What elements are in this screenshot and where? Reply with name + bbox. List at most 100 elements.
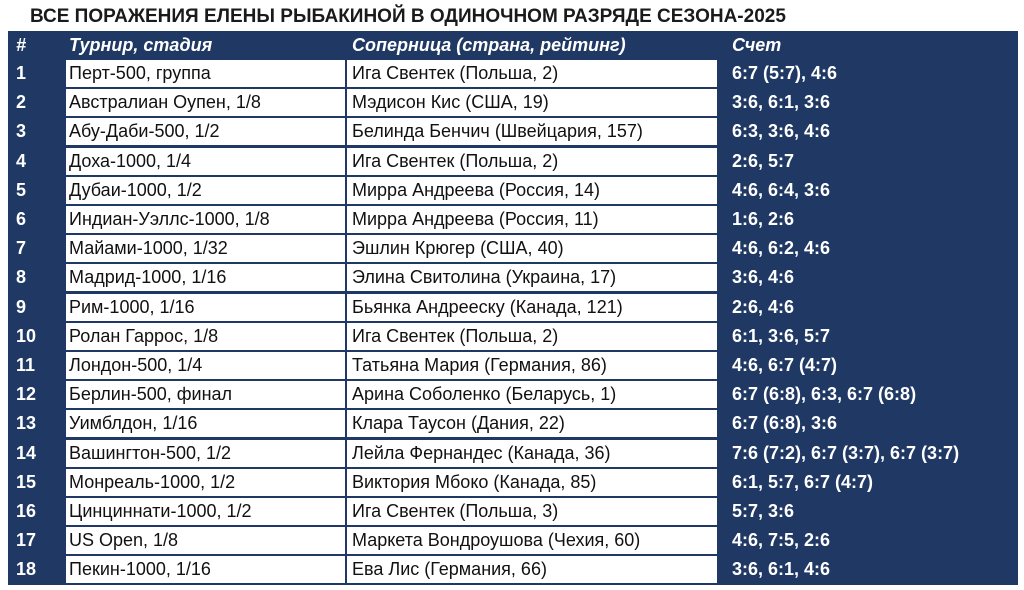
column-divider — [345, 60, 347, 87]
row-tournament: Дубаи-1000, 1/2 — [69, 179, 202, 200]
row-score: 5:7, 3:6 — [732, 501, 795, 521]
row-background — [66, 176, 717, 204]
row-background — [66, 410, 717, 438]
row-tournament: Майами-1000, 1/32 — [69, 238, 228, 259]
row-background — [66, 206, 717, 233]
table-row: 8 Мадрид-1000, 1/16 Элина Свитолина (Украи… — [8, 263, 1018, 292]
row-background — [66, 322, 717, 350]
row-opponent: Ига Свентек (Польша, 2) — [352, 325, 559, 346]
row-tournament: Перт-500, группа — [69, 63, 211, 83]
row-number: 10 — [16, 325, 37, 346]
table-row: 6 Индиан-Уэллс-1000, 1/8 Мирра Андреева (Р… — [8, 205, 1018, 234]
row-tournament: Вашингтон-500, 1/2 — [69, 442, 232, 463]
row-number: 3 — [16, 121, 27, 142]
table-row: 11 Лондон-500, 1/4 Татьяна Мария (Германия… — [8, 351, 1018, 380]
row-number: 11 — [16, 355, 36, 375]
header-tournament: Турнир, стадия — [69, 35, 213, 55]
row-background — [66, 89, 717, 117]
column-divider — [345, 322, 347, 350]
row-background — [66, 118, 717, 146]
row-score: 6:3, 3:6, 4:6 — [732, 121, 831, 142]
row-background — [66, 468, 717, 496]
row-opponent: Белинда Бенчич (Швейцария, 157) — [352, 121, 643, 142]
row-score: 3:6, 4:6 — [732, 267, 795, 288]
row-background — [66, 556, 717, 584]
row-number: 18 — [16, 559, 37, 580]
row-score: 6:7 (5:7), 4:6 — [732, 63, 838, 83]
row-background — [66, 60, 717, 87]
header-score: Счет — [732, 35, 782, 55]
row-number: 8 — [16, 267, 27, 288]
row-number: 13 — [16, 413, 37, 434]
row-score: 6:1, 3:6, 5:7 — [732, 325, 831, 346]
row-tournament: Монреаль-1000, 1/2 — [69, 471, 236, 492]
column-divider — [345, 176, 347, 204]
row-score: 1:6, 2:6 — [732, 209, 795, 229]
row-opponent: Лейла Фернандес (Канада, 36) — [352, 442, 611, 463]
table-row: 15 Монреаль-1000, 1/2 Виктория Мбоко (Кана… — [8, 468, 1018, 497]
column-divider — [345, 89, 347, 117]
row-score: 4:6, 6:4, 3:6 — [732, 179, 831, 200]
column-divider — [345, 235, 347, 263]
table-row: 13 Уимблдон, 1/16 Клара Таусон (Дания, 22)… — [8, 409, 1018, 438]
table-row: 7 Майами-1000, 1/32 Эшлин Крюгер (США, 40)… — [8, 234, 1018, 263]
row-number: 16 — [16, 501, 37, 521]
row-tournament: Уимблдон, 1/16 — [69, 413, 198, 434]
row-opponent: Элина Свитолина (Украина, 17) — [352, 267, 617, 288]
row-opponent: Эшлин Крюгер (США, 40) — [352, 238, 564, 259]
row-number: 4 — [16, 150, 27, 171]
row-score: 4:6, 7:5, 2:6 — [732, 530, 831, 551]
row-background — [66, 264, 717, 292]
row-background — [66, 147, 717, 175]
column-divider — [345, 468, 347, 496]
row-score: 3:6, 6:1, 4:6 — [732, 559, 831, 580]
row-number: 9 — [16, 296, 27, 317]
table-row: 2 Австралиан Оупен, 1/8 Мэдисон Кис (США, … — [8, 88, 1018, 117]
page-title: ВСЕ ПОРАЖЕНИЯ ЕЛЕНЫ РЫБАКИНОЙ В ОДИНОЧНО… — [30, 6, 786, 27]
table-header: # Турнир, стадия Соперница (страна, рейт… — [8, 31, 1018, 59]
table-row: 4 Доха-1000, 1/4 Ига Свентек (Польша, 2) 2:… — [8, 147, 1018, 176]
row-tournament: Берлин-500, финал — [69, 384, 233, 405]
row-number: 7 — [16, 238, 27, 259]
row-number: 14 — [16, 442, 37, 463]
column-divider — [345, 556, 347, 584]
row-score: 2:6, 4:6 — [732, 296, 795, 317]
row-background — [66, 293, 717, 321]
column-divider — [345, 439, 347, 467]
row-tournament: Индиан-Уэллс-1000, 1/8 — [69, 209, 270, 229]
row-tournament: Абу-Даби-500, 1/2 — [69, 121, 220, 142]
table-row: 16 Цинциннати-1000, 1/2 Ига Свентек (Польш… — [8, 497, 1018, 526]
row-opponent: Клара Таусон (Дания, 22) — [352, 413, 565, 434]
row-opponent: Ига Свентек (Польша, 2) — [352, 63, 559, 83]
row-opponent: Мирра Андреева (Россия, 11) — [352, 209, 599, 229]
column-divider — [345, 410, 347, 438]
row-background — [66, 235, 717, 263]
row-background — [66, 381, 717, 409]
row-tournament: Австралиан Оупен, 1/8 — [69, 92, 261, 113]
header-number: # — [16, 35, 27, 55]
row-opponent: Мэдисон Кис (США, 19) — [352, 92, 549, 113]
row-number: 17 — [16, 530, 37, 551]
row-opponent: Ига Свентек (Польша, 3) — [352, 501, 559, 521]
row-tournament: Ролан Гаррос, 1/8 — [69, 325, 219, 346]
table-row: 3 Абу-Даби-500, 1/2 Белинда Бенчич (Швейца… — [8, 117, 1018, 146]
table-row: 18 Пекин-1000, 1/16 Ева Лис (Германия, 66)… — [8, 555, 1018, 584]
table-row: 9 Рим-1000, 1/16 Бьянка Андрееску (Канада,… — [8, 293, 1018, 322]
column-divider — [345, 206, 347, 233]
table-row: 5 Дубаи-1000, 1/2 Мирра Андреева (Россия, … — [8, 176, 1018, 205]
row-tournament: Рим-1000, 1/16 — [69, 296, 195, 317]
row-tournament: US Open, 1/8 — [69, 530, 179, 551]
column-divider — [345, 147, 347, 175]
table-row: 1 Перт-500, группа Ига Свентек (Польша, 2)… — [8, 59, 1018, 88]
row-opponent: Мирра Андреева (Россия, 14) — [352, 179, 600, 200]
table-row: 17 US Open, 1/8 Маркета Вондроушова (Чехия… — [8, 526, 1018, 555]
row-opponent: Бьянка Андрееску (Канада, 121) — [352, 296, 623, 317]
row-number: 2 — [16, 92, 27, 113]
row-tournament: Пекин-1000, 1/16 — [69, 559, 211, 580]
row-score: 6:1, 5:7, 6:7 (4:7) — [732, 471, 874, 492]
row-background — [66, 352, 717, 379]
row-score: 2:6, 5:7 — [732, 150, 795, 171]
row-number: 12 — [16, 384, 37, 405]
row-tournament: Цинциннати-1000, 1/2 — [69, 501, 252, 521]
column-divider — [345, 381, 347, 409]
